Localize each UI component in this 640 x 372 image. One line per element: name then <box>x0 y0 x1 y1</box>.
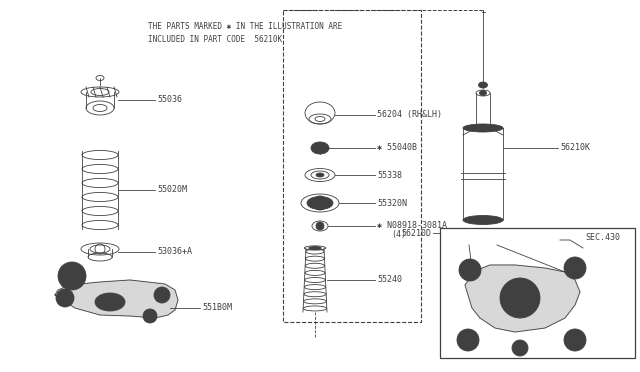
Text: 55338: 55338 <box>377 170 402 180</box>
Text: SEC.430: SEC.430 <box>585 234 620 243</box>
Circle shape <box>465 265 475 275</box>
Text: 55036: 55036 <box>157 96 182 105</box>
Circle shape <box>570 263 580 273</box>
Text: THE PARTS MARKED ✱ IN THE ILLUSTRATION ARE
INCLUDED IN PART CODE  56210K: THE PARTS MARKED ✱ IN THE ILLUSTRATION A… <box>148 22 342 44</box>
Circle shape <box>154 287 170 303</box>
Circle shape <box>493 237 501 245</box>
Ellipse shape <box>316 173 324 177</box>
Circle shape <box>143 309 157 323</box>
Circle shape <box>515 293 525 303</box>
Ellipse shape <box>308 247 321 249</box>
Text: 55240: 55240 <box>377 276 402 285</box>
Ellipse shape <box>463 215 503 224</box>
Text: J431013Y: J431013Y <box>587 351 630 360</box>
Circle shape <box>457 329 479 351</box>
Text: ✱ 55040B: ✱ 55040B <box>377 144 417 153</box>
Ellipse shape <box>95 293 125 311</box>
Circle shape <box>564 329 586 351</box>
Circle shape <box>570 335 580 345</box>
Text: ✱ N08918-3081A: ✱ N08918-3081A <box>377 221 447 231</box>
Circle shape <box>58 262 86 290</box>
Polygon shape <box>55 280 178 318</box>
Circle shape <box>564 257 586 279</box>
Ellipse shape <box>307 196 333 209</box>
Circle shape <box>159 292 165 298</box>
Circle shape <box>316 222 324 230</box>
Circle shape <box>64 268 80 284</box>
Ellipse shape <box>463 124 503 132</box>
Circle shape <box>459 259 481 281</box>
Text: 53036+A: 53036+A <box>157 247 192 257</box>
Text: 56210K: 56210K <box>560 144 590 153</box>
Ellipse shape <box>479 82 488 88</box>
Circle shape <box>508 286 532 310</box>
Ellipse shape <box>100 297 120 307</box>
Circle shape <box>463 335 473 345</box>
Text: 551B0M: 551B0M <box>202 304 232 312</box>
Bar <box>440 228 635 358</box>
Circle shape <box>315 143 325 153</box>
Text: 55320N: 55320N <box>377 199 407 208</box>
Bar <box>283 10 421 322</box>
Circle shape <box>147 313 153 319</box>
Ellipse shape <box>311 142 329 154</box>
Polygon shape <box>465 265 580 332</box>
Text: 55020M: 55020M <box>157 186 187 195</box>
Circle shape <box>512 340 528 356</box>
Circle shape <box>61 294 69 302</box>
Text: 56204 (RH&LH): 56204 (RH&LH) <box>377 110 442 119</box>
Circle shape <box>465 237 473 245</box>
Text: (4): (4) <box>391 231 406 240</box>
Circle shape <box>56 289 74 307</box>
Circle shape <box>500 278 540 318</box>
Text: 56210D: 56210D <box>401 228 431 237</box>
Circle shape <box>313 196 327 210</box>
Ellipse shape <box>479 90 486 96</box>
